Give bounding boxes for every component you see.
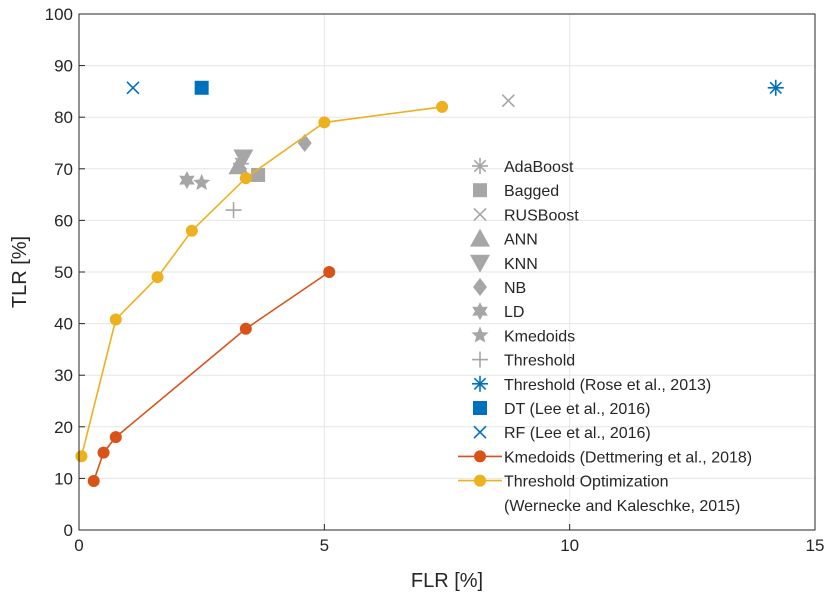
y-tick-label: 0 [64,521,73,540]
legend-label: AdaBoost [504,159,574,176]
legend-label: NB [504,280,526,297]
series-12 [87,266,336,487]
data-point [193,173,211,191]
x-tick-label: 5 [320,536,329,555]
series-6 [179,171,195,190]
legend-marker [473,207,487,221]
y-tick-label: 60 [54,211,73,230]
legend-marker [473,278,487,296]
series-9 [767,79,784,96]
x-tick-label: 0 [74,536,83,555]
data-point [87,474,100,487]
x-axis-label: FLR [%] [411,570,483,592]
y-tick-label: 50 [54,263,73,282]
legend-item: Bagged [473,183,559,200]
legend-label: Threshold (Rose et al., 2013) [504,377,711,394]
y-tick-label: 30 [54,366,73,385]
data-point [185,224,198,237]
legend-item: LD [472,302,524,321]
legend-marker [474,450,486,463]
legend-item: Threshold [472,351,575,370]
data-point [436,100,449,113]
legend-item: RF (Lee et al., 2016) [473,425,651,442]
legend-marker [474,474,486,487]
data-point [75,450,88,463]
y-tick-label: 70 [54,160,73,179]
legend-label: DT (Lee et al., 2016) [504,401,650,418]
y-tick-label: 40 [54,315,73,334]
data-point [318,116,331,129]
legend-item: Threshold (Rose et al., 2013) [472,375,711,394]
data-point [109,431,122,444]
data-point [97,446,110,459]
x-tick-label: 15 [806,536,825,555]
data-point [228,156,249,175]
legend-label: (Wernecke and Kaleschke, 2015) [504,498,740,515]
series-layer [75,79,784,487]
legend-label: Kmedoids [504,328,575,345]
data-point [179,171,195,190]
legend-label: ANN [504,232,538,249]
data-point [225,202,242,219]
series-line [92,271,330,482]
legend-marker [472,302,488,321]
legend-label: Threshold [504,353,575,370]
data-point [239,172,252,185]
legend-item: Kmedoids (Dettmering et al., 2018) [458,449,752,466]
series-line [80,106,443,457]
legend-label: Bagged [504,183,559,200]
legend-item: KNN [470,254,538,273]
legend-marker [473,401,487,415]
legend-marker [472,351,488,368]
series-3 [228,156,249,175]
legend-item: RUSBoost [473,207,579,224]
data-point [194,80,209,95]
tick-layer: 0 5 10 15 0 10 20 30 40 50 60 70 80 90 100 [45,5,825,555]
legend-label: RF (Lee et al., 2016) [504,425,651,442]
legend-label: LD [504,304,524,321]
y-tick-label: 90 [54,57,73,76]
data-point [151,271,164,284]
legend-item: NB [473,278,526,297]
data-point [126,81,140,95]
series-13 [75,100,449,463]
legend-marker [473,183,487,198]
legend-marker [473,425,487,439]
data-point [767,79,784,96]
y-tick-label: 10 [54,469,73,488]
legend-label: Threshold Optimization [504,474,669,491]
data-point [233,149,254,168]
legend-marker [470,228,490,247]
legend: AdaBoost Bagged RUSBoost ANN KNN NB LD Kmedoids… [458,158,752,515]
x-tick-label: 10 [560,536,579,555]
series-10 [194,80,209,95]
legend-item: Kmedoids [471,326,575,345]
legend-marker [472,375,488,392]
legend-marker [472,158,488,174]
legend-label: KNN [504,256,538,273]
legend-item: AdaBoost [472,158,574,176]
series-4 [233,149,254,168]
legend-item: DT (Lee et al., 2016) [473,401,650,418]
series-8 [225,202,242,219]
legend-marker [471,326,489,343]
data-point [501,94,515,108]
data-point [239,322,252,335]
data-point [323,266,336,278]
legend-item: Threshold Optimization (Wernecke and Kal… [458,474,740,515]
series-7 [193,173,211,191]
legend-marker [470,254,490,273]
y-tick-label: 100 [45,5,73,24]
legend-label: RUSBoost [504,207,579,224]
series-11 [126,81,140,95]
legend-label: Kmedoids (Dettmering et al., 2018) [504,449,752,466]
y-tick-label: 80 [54,108,73,127]
y-axis-label: TLR [%] [9,236,31,308]
legend-item: ANN [470,228,538,249]
y-tick-label: 20 [54,418,73,437]
series-2 [501,94,515,108]
data-point [109,313,122,326]
